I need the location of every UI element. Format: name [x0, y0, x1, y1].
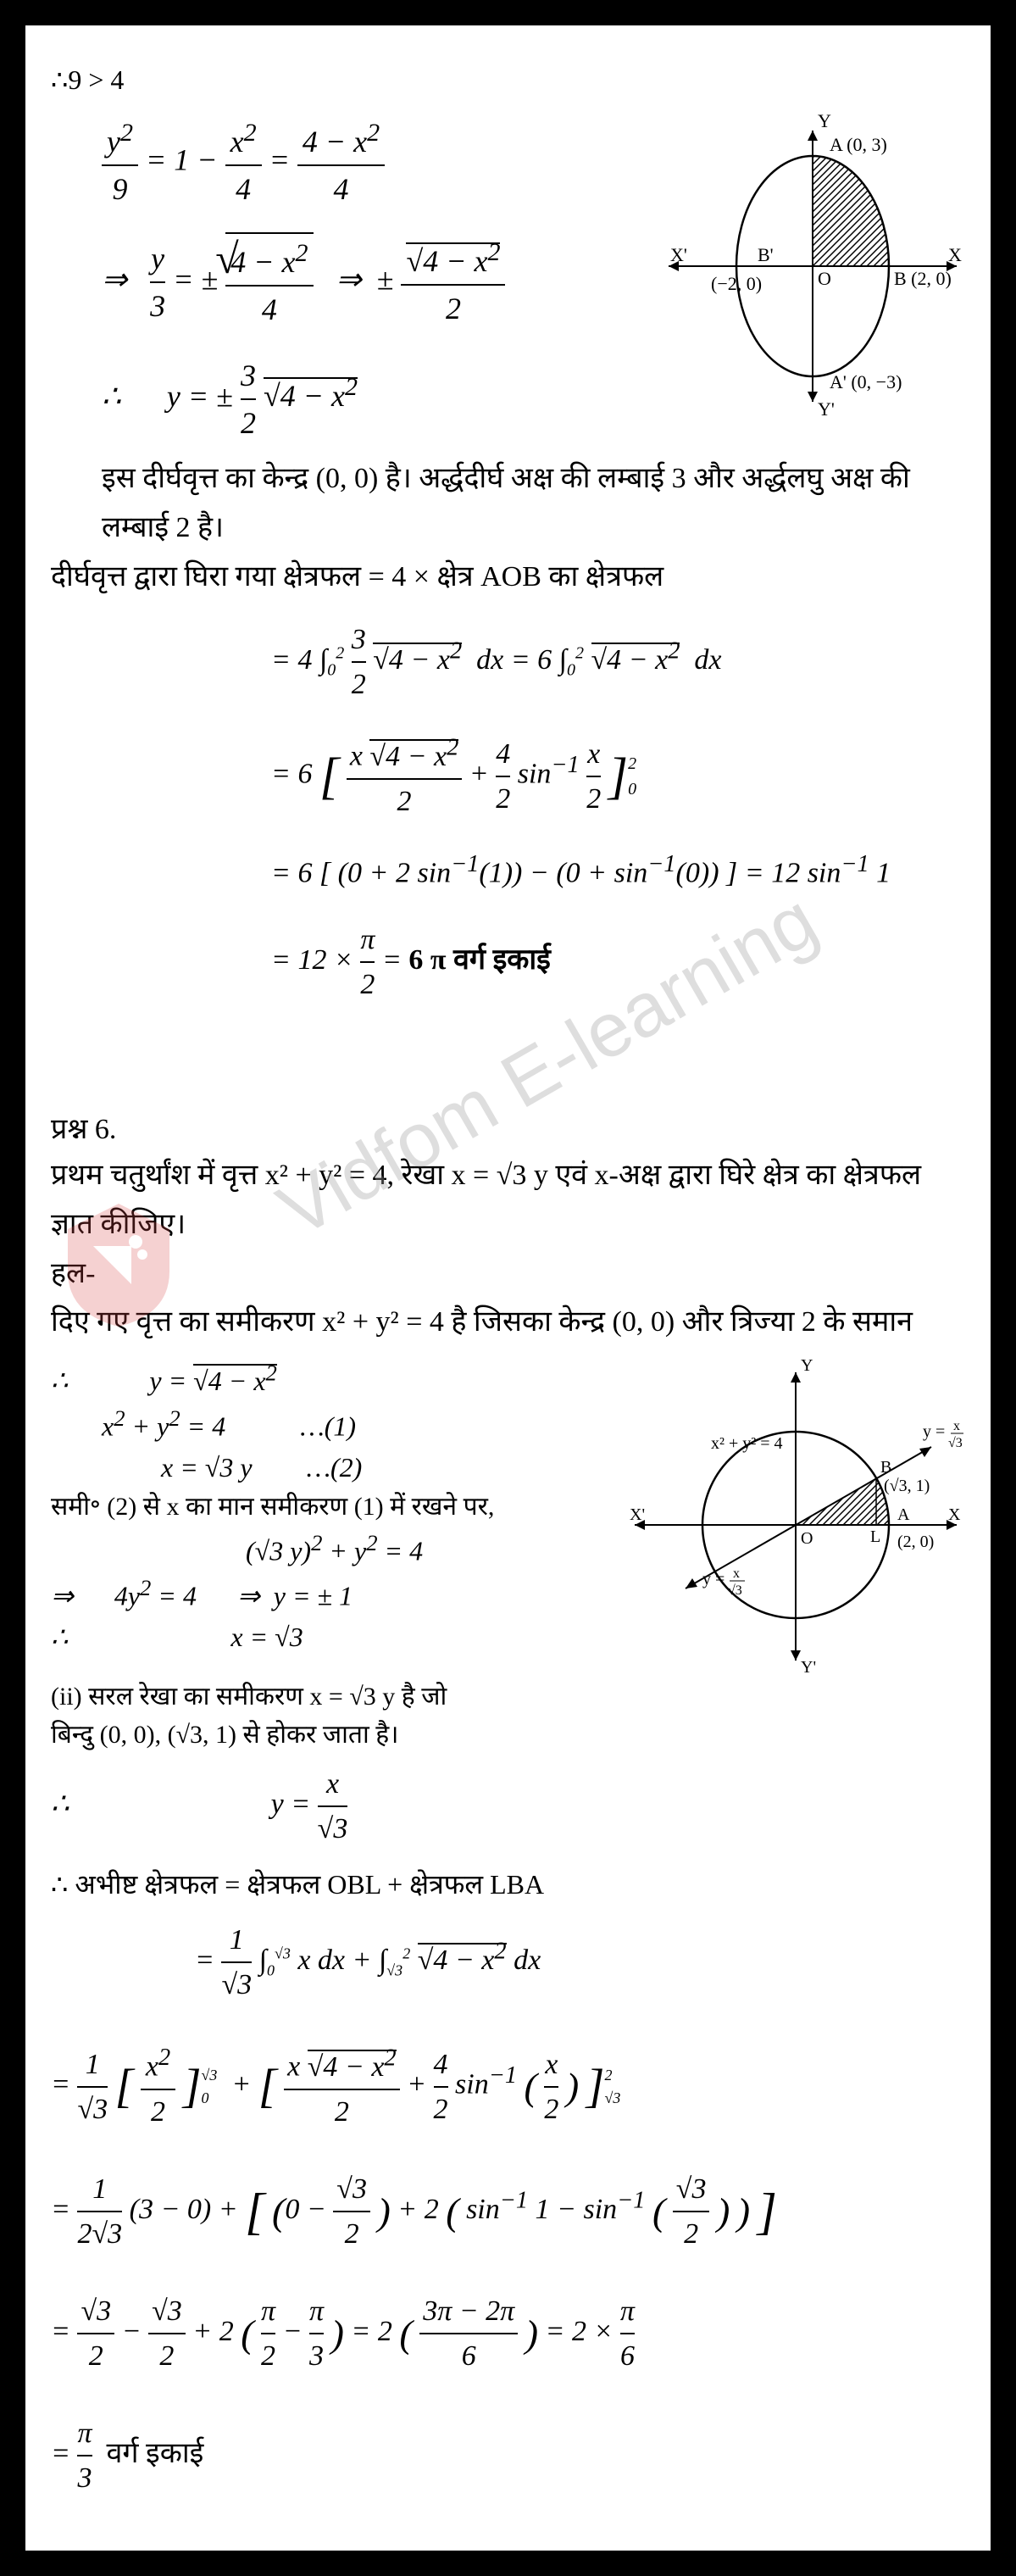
svg-text:√3: √3 — [728, 1583, 742, 1598]
eq2-d: (√3 y)2 + y2 = 4 — [246, 1526, 618, 1572]
eq2-l: = π 3 वर्ग इकाई — [51, 2412, 965, 2500]
svg-text:B (2, 0): B (2, 0) — [894, 268, 952, 289]
eq2-g: ∴ y = x √3 — [51, 1762, 965, 1850]
eq2-b: x2 + y2 = 4 …(1) — [102, 1401, 618, 1447]
svg-text:A' (0, −3): A' (0, −3) — [830, 371, 902, 392]
eq-b: = 6 [ x √4 − x2 2 + 4 2 sin−1 x 2 ]20 — [271, 730, 965, 822]
svg-text:x² + y² = 4: x² + y² = 4 — [711, 1434, 783, 1453]
svg-text:X': X' — [630, 1505, 645, 1524]
eq2-e: ⇒ 4y2 = 4 ⇒ y = ± 1 — [51, 1571, 618, 1616]
svg-text:Y: Y — [818, 114, 831, 131]
eq2-i: = 1 √3 [ x2 2 ]√30 + [ x √4 − x2 2 + 4 2… — [51, 2040, 965, 2133]
figure-circle: Y x² + y² = 4 y = x √3 B (√3, 1) A (2, 0… — [626, 1355, 965, 1677]
eq-3: ∴ y = ± 3 2 √4 − x2 — [102, 353, 652, 446]
svg-text:B: B — [880, 1458, 891, 1477]
solution-label: हल- — [51, 1249, 965, 1299]
para-3: ∴ अभीष्ट क्षेत्रफल = क्षेत्रफल OBL + क्ष… — [51, 1864, 965, 1905]
figure-ellipse: Y A (0, 3) B' (−2, 0) O B (2, 0) X X' A'… — [660, 114, 965, 419]
eq2-h: = 1 √3 ∫0√3 x dx + ∫√32 √4 − x2 dx — [195, 1918, 965, 2006]
svg-text:x: x — [733, 1566, 740, 1581]
eq2-c: x = √3 y …(2) — [161, 1447, 618, 1488]
svg-text:(−2, 0): (−2, 0) — [711, 273, 762, 294]
svg-text:y =: y = — [923, 1422, 945, 1441]
svg-text:(√3, 1): (√3, 1) — [884, 1477, 930, 1495]
para-2: दीर्घवृत्त द्वारा घिरा गया क्षेत्रफल = 4… — [51, 553, 965, 602]
svg-text:O: O — [818, 268, 831, 289]
para-1: इस दीर्घवृत्त का केन्द्र (0, 0) है। अर्द… — [102, 454, 965, 553]
svg-text:A (0, 3): A (0, 3) — [830, 134, 887, 155]
eq2-f: ∴ x = √3 — [51, 1616, 618, 1657]
svg-text:√3: √3 — [948, 1436, 963, 1450]
eq-d: = 12 × π 2 = 6 π वर्ग इकाई — [271, 918, 965, 1006]
line-therefore: ∴9 > 4 — [51, 59, 965, 100]
eq-2: ⇒ y 3 = ± √ 4 − x2 4 ⇒ ± √4 − x2 2 — [102, 232, 652, 332]
para-2b: बिन्दु (0, 0), (√3, 1) से होकर जाता है। — [51, 1716, 965, 1754]
svg-text:Y: Y — [801, 1356, 813, 1375]
svg-text:x: x — [953, 1419, 960, 1433]
svg-text:O: O — [801, 1529, 813, 1548]
eq2-k: = √3 2 − √3 2 + 2 ( π 2 − π 3 ) = 2 ( 3π… — [51, 2289, 965, 2378]
solution-text: दिए गए वृत्त का समीकरण x² + y² = 4 है जि… — [51, 1298, 965, 1347]
svg-text:Y': Y' — [801, 1658, 816, 1677]
svg-text:A: A — [897, 1505, 910, 1524]
eq-a: = 4 ∫02 3 2 √4 − x2 dx = 6 ∫02 √4 − x2 d… — [271, 618, 965, 706]
eq-c: = 6 [ (0 + 2 sin−1(1)) − (0 + sin−1(0)) … — [271, 847, 965, 894]
svg-text:Y': Y' — [818, 398, 835, 419]
svg-text:y =: y = — [702, 1570, 725, 1588]
eq2-j: = 1 2√3 (3 − 0) + [ (0 − √3 2 ) + 2 ( si… — [51, 2167, 965, 2256]
svg-text:X': X' — [670, 244, 687, 265]
eq2-a: ∴ y = √4 − x2 — [51, 1355, 618, 1401]
question-6-label: प्रश्न 6. — [51, 1108, 965, 1151]
question-6-text: प्रथम चतुर्थांश में वृत्त x² + y² = 4, र… — [51, 1151, 965, 1249]
para-2a: (ii) सरल रेखा का समीकरण x = √3 y है जो — [51, 1677, 965, 1716]
svg-text:B': B' — [758, 244, 774, 265]
svg-text:L: L — [870, 1527, 880, 1546]
svg-text:X: X — [948, 244, 962, 265]
eq-1: y2 9 = 1 − x2 4 = 4 − x2 4 — [102, 114, 652, 212]
svg-text:(2, 0): (2, 0) — [897, 1533, 934, 1551]
para-sub: समी॰ (2) से x का मान समीकरण (1) में रखने… — [51, 1488, 618, 1526]
svg-text:X: X — [948, 1505, 961, 1524]
